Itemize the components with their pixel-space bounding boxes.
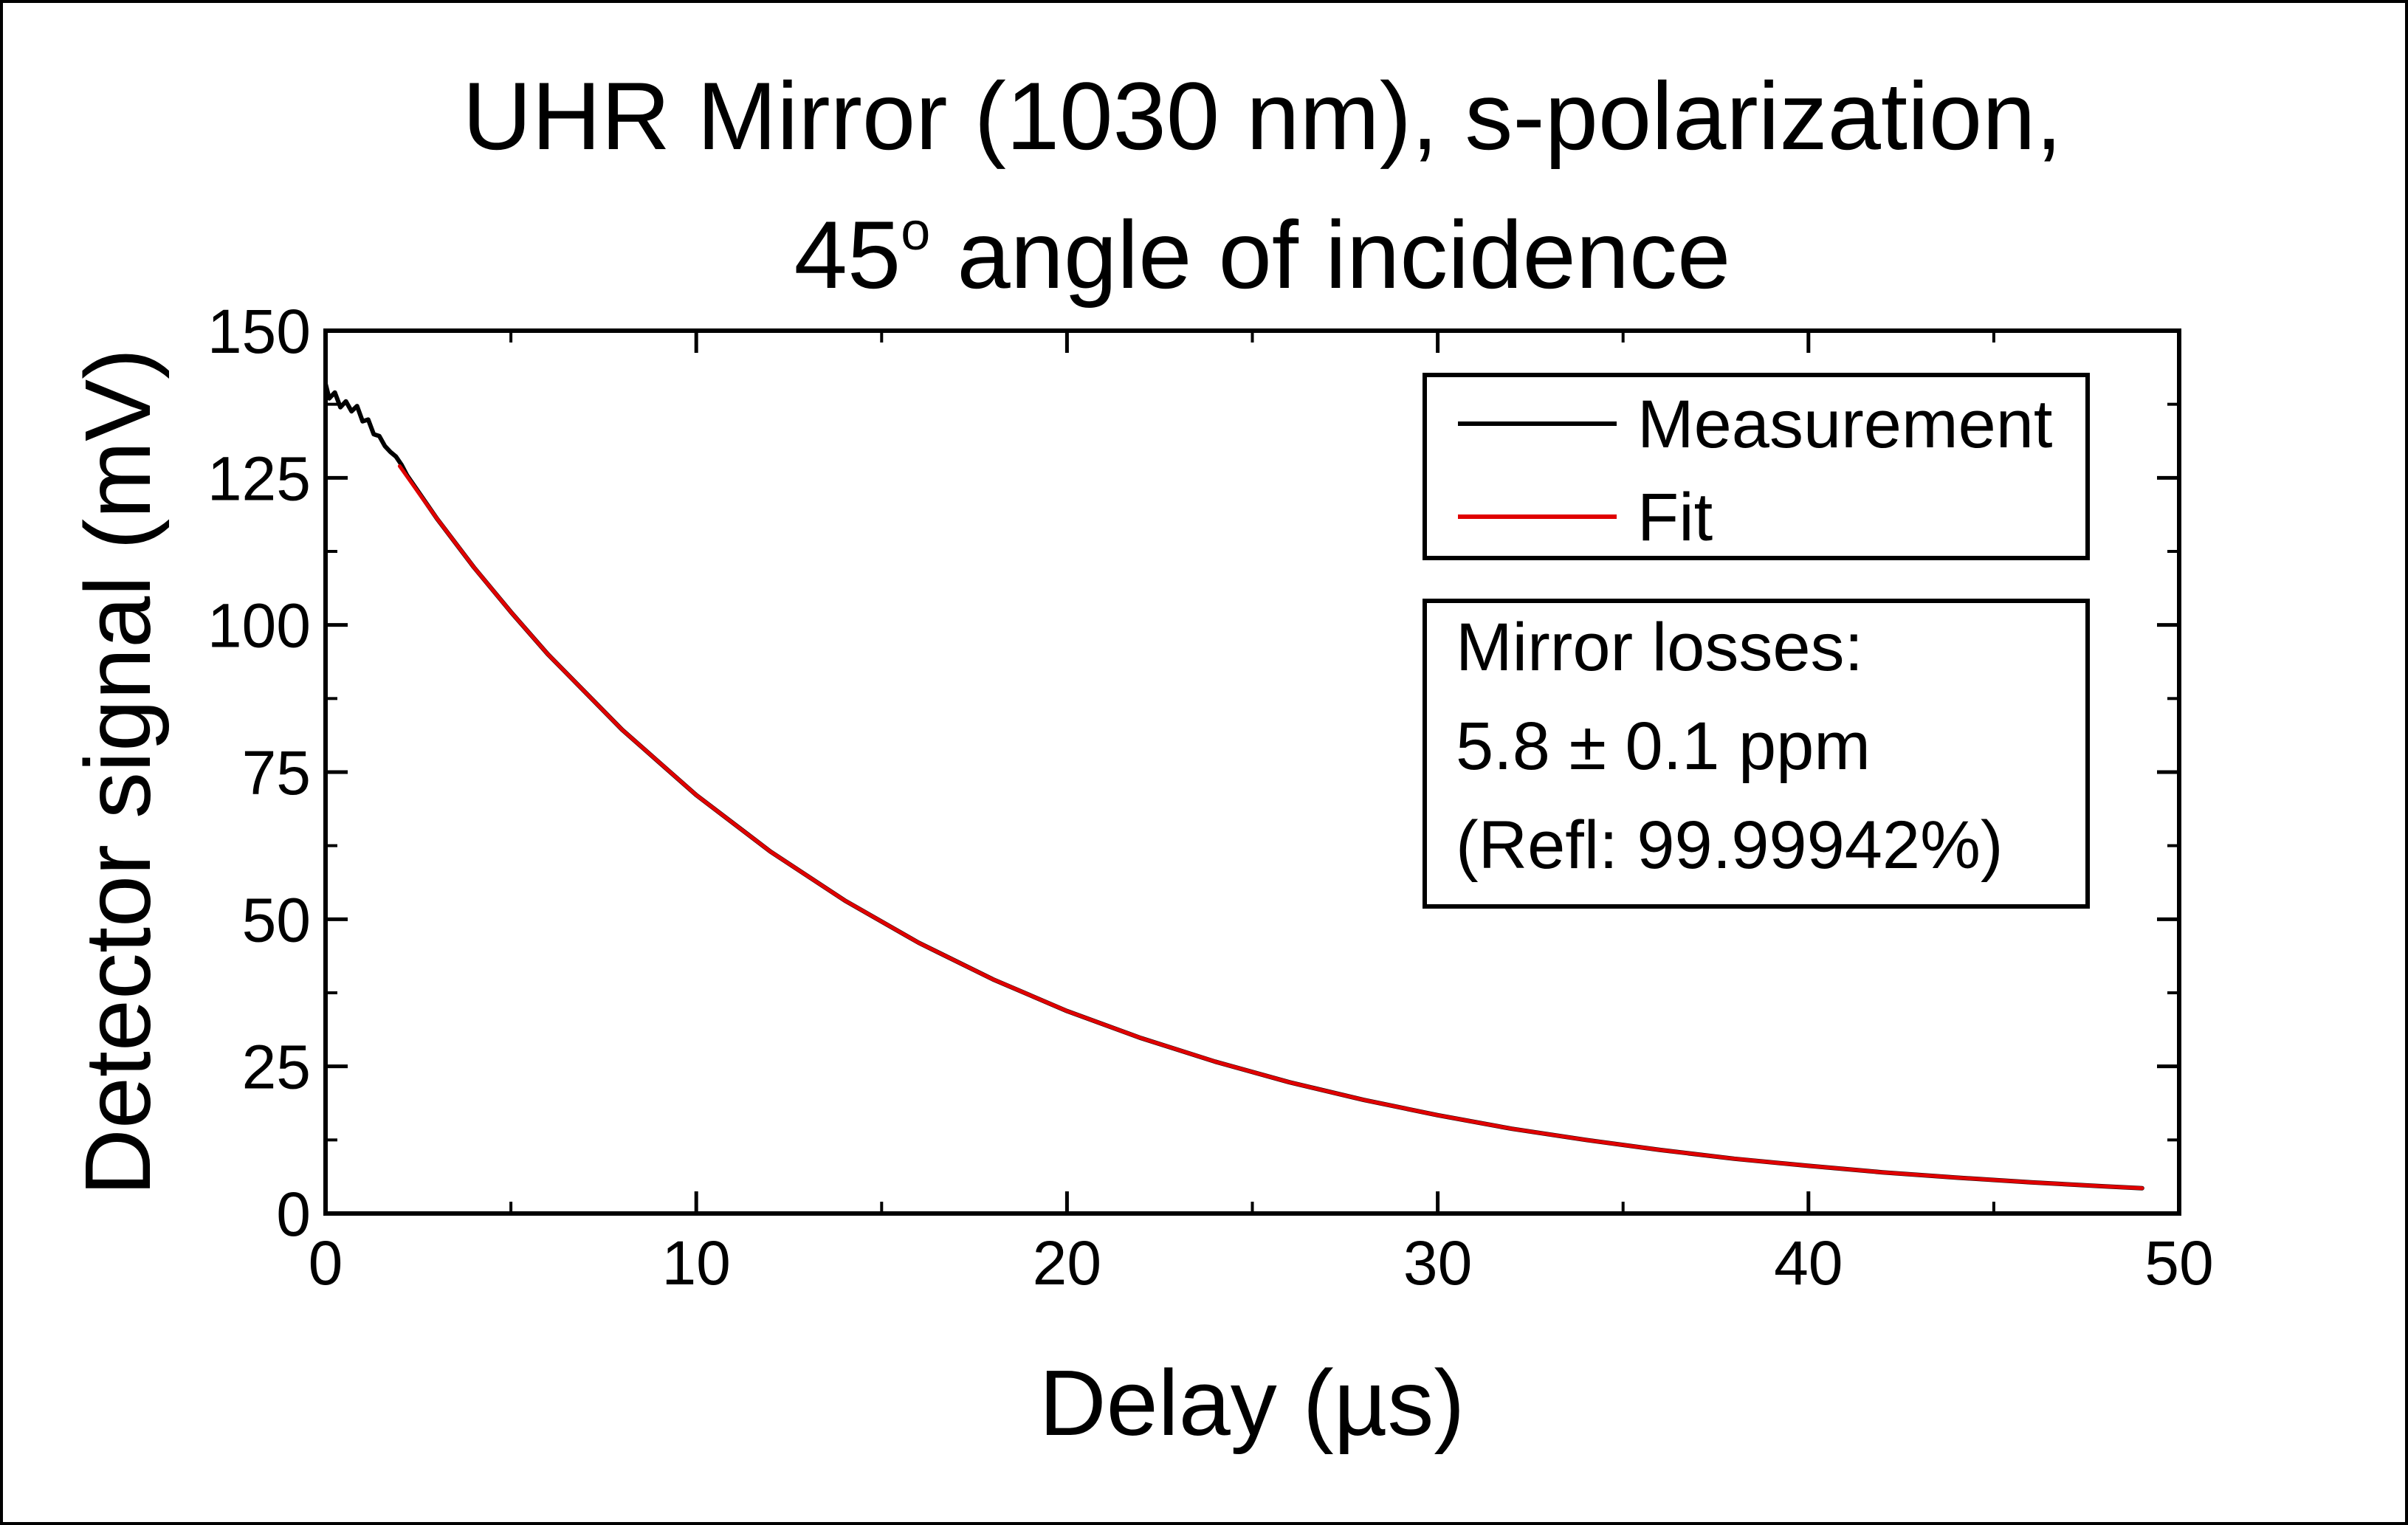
x-tick-label: 0 — [309, 1228, 343, 1298]
y-tick-label: 125 — [207, 444, 311, 513]
x-tick-label: 40 — [1774, 1228, 1843, 1298]
legend-label-fit: Fit — [1637, 480, 1713, 555]
y-tick-label: 100 — [207, 591, 311, 661]
y-tick-label: 75 — [242, 738, 311, 808]
y-tick-label: 0 — [276, 1180, 311, 1249]
x-tick-label: 50 — [2144, 1228, 2213, 1298]
mirror-loss-annotation: Mirror losses: 5.8 ± 0.1 ppm (Refl: 99.9… — [1423, 599, 2090, 909]
x-tick-label: 20 — [1033, 1228, 1101, 1298]
axis-ticks — [323, 328, 2181, 1216]
y-tick-label: 25 — [242, 1033, 311, 1102]
annotation-line1: Mirror losses: — [1456, 610, 1863, 685]
x-tick-label: 30 — [1403, 1228, 1472, 1298]
title-angle-rest: angle of incidence — [930, 201, 1730, 309]
y-tick-label: 150 — [207, 297, 311, 366]
legend: Measurement Fit — [1423, 373, 2090, 560]
y-tick-labels: 0 25 50 75 100 125 150 — [207, 297, 311, 1249]
x-tick-label: 10 — [661, 1228, 730, 1298]
chart-title-line2: 45o angle of incidence — [794, 201, 1731, 309]
title-degree-symbol: o — [901, 202, 930, 261]
annotation-line3: (Refl: 99.99942%) — [1456, 808, 2003, 883]
legend-box — [1423, 373, 2090, 560]
annotation-line2: 5.8 ± 0.1 ppm — [1456, 709, 1871, 784]
series-line-fit — [397, 464, 2144, 1191]
legend-label-measurement: Measurement — [1637, 387, 2052, 462]
y-tick-label: 50 — [242, 885, 311, 954]
y-axis-label: Detector signal (mV) — [66, 348, 170, 1196]
title-angle-number: 45 — [794, 201, 901, 309]
chart-title-line1: UHR Mirror (1030 nm), s-polarization, — [462, 62, 2062, 170]
x-tick-labels: 0 10 20 30 40 50 — [309, 1228, 2214, 1298]
x-axis-label: Delay (µs) — [1039, 1351, 1465, 1455]
annotation-box — [1423, 599, 2090, 909]
data-series — [323, 381, 2144, 1191]
